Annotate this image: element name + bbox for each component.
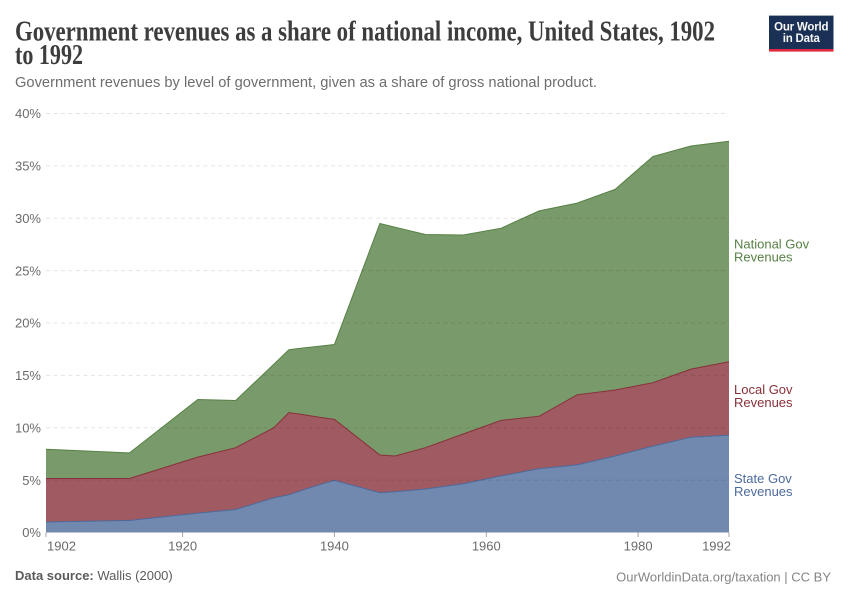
svg-text:40%: 40% bbox=[15, 106, 41, 121]
svg-text:1920: 1920 bbox=[168, 539, 197, 554]
svg-text:1940: 1940 bbox=[320, 539, 349, 554]
svg-text:20%: 20% bbox=[15, 316, 41, 331]
svg-text:Local Gov: Local Gov bbox=[734, 382, 793, 397]
svg-text:in Data: in Data bbox=[783, 33, 821, 45]
svg-text:10%: 10% bbox=[15, 421, 41, 436]
svg-text:5%: 5% bbox=[22, 473, 41, 488]
svg-text:1980: 1980 bbox=[624, 539, 653, 554]
svg-text:Data source: Wallis (2000): Data source: Wallis (2000) bbox=[15, 568, 173, 583]
svg-text:1960: 1960 bbox=[472, 539, 501, 554]
svg-text:1992: 1992 bbox=[702, 539, 731, 554]
svg-text:to 1992: to 1992 bbox=[15, 40, 83, 71]
svg-text:Government revenues as a share: Government revenues as a share of nation… bbox=[15, 17, 715, 48]
svg-text:Revenues: Revenues bbox=[734, 484, 793, 499]
svg-text:1902: 1902 bbox=[47, 539, 76, 554]
svg-text:15%: 15% bbox=[15, 368, 41, 383]
svg-text:30%: 30% bbox=[15, 211, 41, 226]
svg-text:Revenues: Revenues bbox=[734, 249, 793, 264]
svg-text:National Gov: National Gov bbox=[734, 236, 810, 251]
svg-text:Government revenues by level o: Government revenues by level of governme… bbox=[15, 75, 597, 91]
svg-text:Our World: Our World bbox=[774, 22, 828, 34]
svg-text:0%: 0% bbox=[22, 525, 41, 540]
svg-text:Revenues: Revenues bbox=[734, 395, 793, 410]
svg-text:OurWorldinData.org/taxation |: OurWorldinData.org/taxation | CC BY bbox=[616, 570, 831, 585]
svg-text:25%: 25% bbox=[15, 263, 41, 278]
svg-text:State Gov: State Gov bbox=[734, 471, 792, 486]
svg-text:35%: 35% bbox=[15, 159, 41, 174]
